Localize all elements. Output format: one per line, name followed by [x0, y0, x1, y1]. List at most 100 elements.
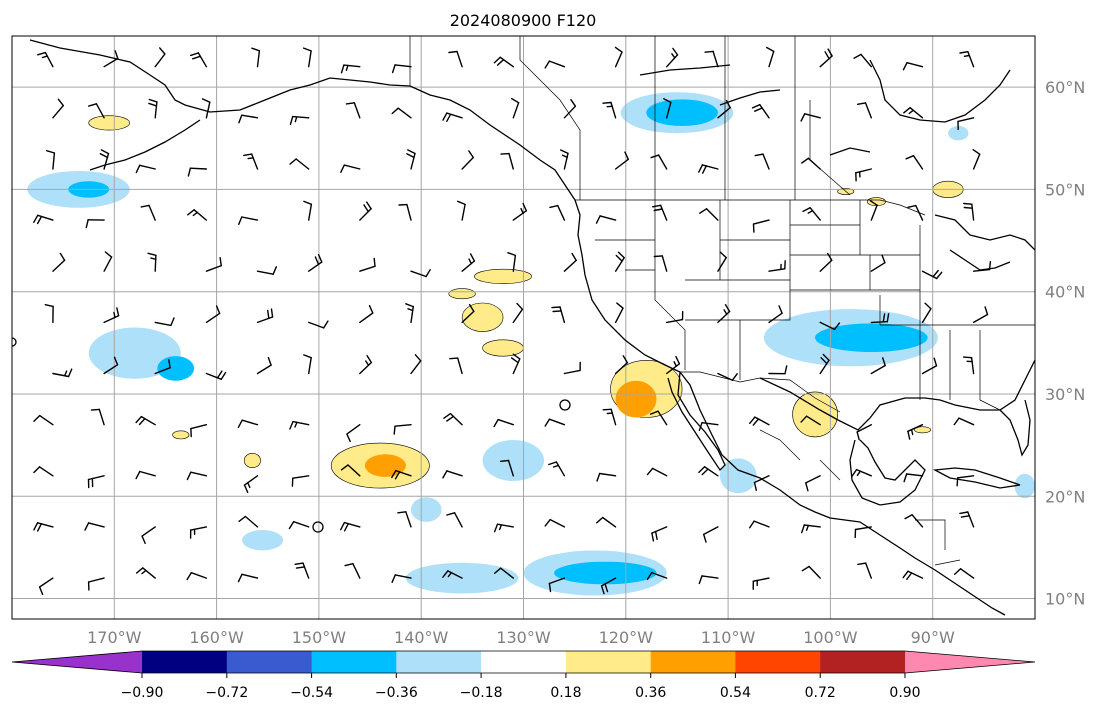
wind-barb: [256, 308, 274, 324]
anomaly-region-3: [474, 268, 532, 284]
wind-barb: [563, 98, 577, 119]
wind-barb: [614, 302, 624, 324]
wind-barb: [154, 47, 166, 68]
coastline-north-america-west: [409, 85, 861, 523]
wind-barb: [103, 251, 113, 272]
wind-barb: [703, 526, 719, 543]
wind-barb: [549, 204, 566, 221]
wind-barb: [717, 251, 727, 272]
lon-label-4: 130°W: [496, 628, 551, 647]
lat-label-2: 40°N: [1045, 283, 1085, 302]
wind-barb: [595, 215, 617, 224]
wind-barb: [302, 47, 312, 68]
lat-label-1: 50°N: [1045, 180, 1085, 199]
wind-barb: [704, 50, 719, 68]
wind-barb: [800, 113, 821, 122]
wind-barb: [651, 526, 668, 542]
wind-barb: [903, 106, 924, 119]
wind-barb: [698, 164, 719, 174]
wind-barb: [652, 204, 668, 221]
wind-barb: [493, 523, 514, 533]
latitude-labels: 60°N 50°N 40°N 30°N 20°N 10°N: [1045, 78, 1085, 608]
wind-barb: [243, 475, 259, 494]
wind-barb: [544, 518, 566, 528]
wind-barb: [511, 97, 520, 119]
wind-barb: [461, 303, 475, 324]
wind-barb: [87, 103, 105, 119]
political-borders: [409, 36, 1035, 566]
colorbar-segment-4: [481, 651, 567, 673]
wind-barb: [289, 420, 310, 430]
wind-barb: [563, 252, 577, 272]
wind-barb: [962, 356, 975, 375]
lon-label-8: 90°W: [911, 628, 955, 647]
wind-barb: [291, 475, 310, 487]
wind-barb: [560, 149, 569, 170]
wind-barb: [903, 473, 924, 483]
wind-barb: [461, 150, 474, 170]
wind-barb: [602, 101, 617, 119]
wind-barb: [751, 103, 770, 119]
border-canada-us: [575, 199, 926, 216]
wind-barb: [752, 577, 770, 590]
island-hawaii-marker: [312, 521, 324, 533]
wind-barb: [548, 461, 566, 477]
wind-barb: [766, 46, 775, 68]
wind-barb: [749, 520, 770, 529]
wind-barb: [653, 255, 668, 272]
wind-barb: [614, 251, 625, 272]
lon-label-7: 100°W: [803, 628, 858, 647]
wind-barb: [768, 305, 783, 324]
lon-label-1: 160°W: [189, 628, 244, 647]
wind-barb: [205, 305, 221, 324]
wind-barb: [596, 516, 617, 528]
wind-barb: [84, 522, 105, 531]
wind-barb: [646, 467, 668, 477]
wind-barb: [698, 466, 719, 477]
anomaly-region-26: [615, 380, 657, 418]
anomaly-region-32: [554, 561, 657, 585]
wind-barb: [186, 471, 208, 481]
wind-barb: [801, 565, 821, 579]
colorbar-label-1: −0.72: [205, 685, 248, 701]
wind-barb: [346, 424, 361, 443]
wind-barb: [135, 567, 156, 579]
wind-barb: [303, 200, 313, 221]
wind-barb: [52, 252, 66, 272]
wind-barb: [187, 167, 208, 177]
wind-barb: [802, 206, 821, 221]
wind-barb: [699, 208, 719, 221]
wind-barb: [819, 48, 833, 68]
wind-barb: [666, 355, 681, 375]
wind-barb: [103, 50, 119, 68]
lat-label-0: 60°N: [1045, 78, 1085, 97]
wind-barb: [398, 203, 412, 221]
wind-barb: [646, 571, 668, 581]
wind-barb: [154, 359, 171, 375]
lat-label-3: 30°N: [1045, 385, 1085, 404]
wind-barb: [954, 568, 975, 579]
wind-barb: [46, 149, 56, 170]
wind-barb: [544, 418, 566, 427]
wind-barb: [851, 468, 872, 477]
wind-barb: [90, 408, 105, 426]
wind-barb: [650, 154, 668, 170]
wind-barb: [768, 365, 788, 375]
wind-barb: [870, 357, 886, 375]
wind-barb: [921, 357, 938, 375]
island-pacific-west-marker: [12, 337, 17, 347]
wind-barb: [303, 354, 312, 375]
anomaly-region-23: [719, 458, 757, 494]
wind-barb: [33, 214, 54, 225]
wind-barb: [854, 526, 872, 539]
wind-barb: [921, 269, 943, 280]
wind-barb: [443, 412, 463, 426]
wind-barb: [856, 424, 872, 441]
wind-barb: [154, 317, 175, 327]
wind-barb: [457, 200, 466, 221]
wind-barb: [189, 52, 208, 68]
colorbar-segment-0: [142, 651, 228, 673]
wind-barb: [359, 201, 372, 221]
lon-label-6: 110°W: [701, 628, 756, 647]
colorbar-label-6: 0.36: [635, 685, 666, 701]
